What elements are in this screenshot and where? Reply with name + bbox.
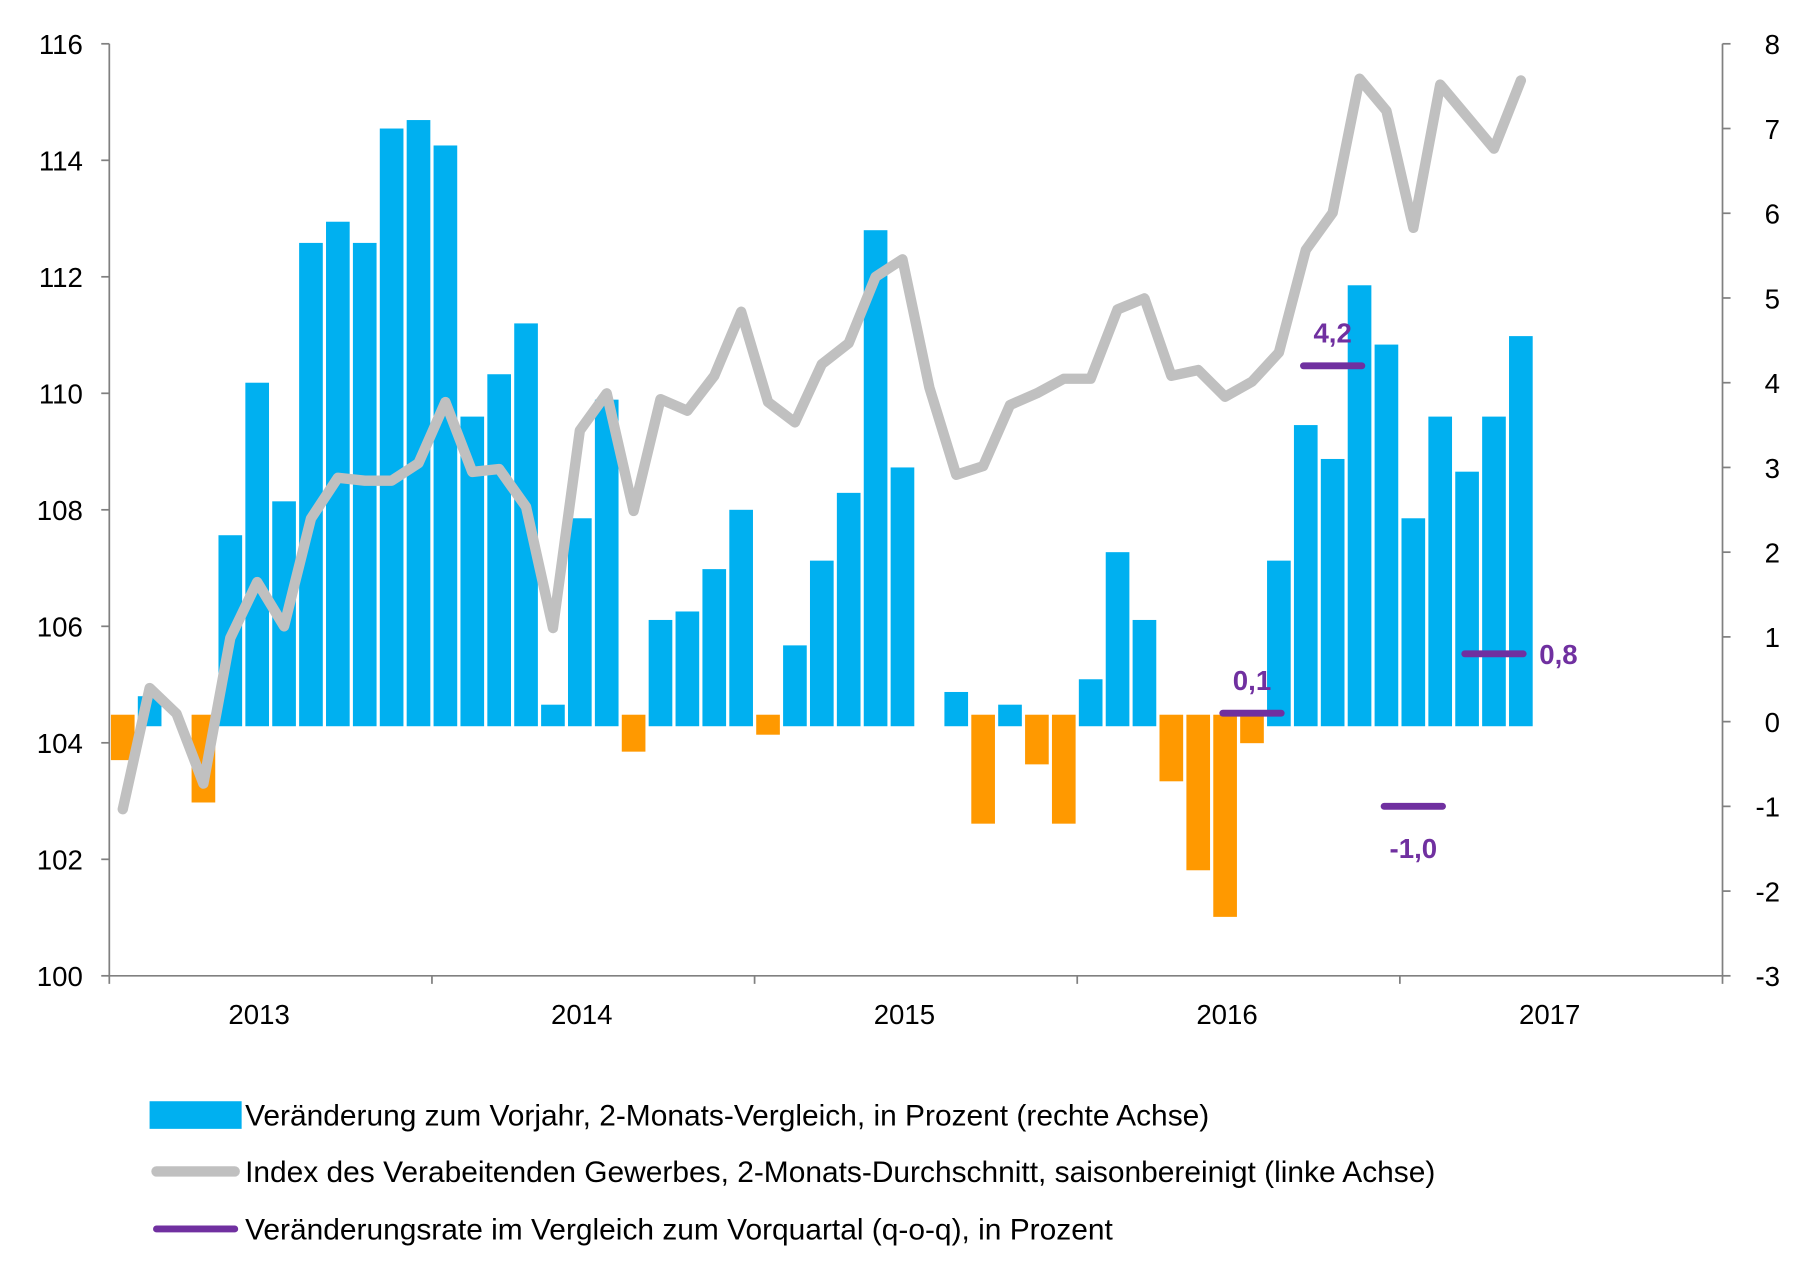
bar: [971, 714, 995, 824]
bar: [1455, 471, 1479, 727]
bar: [1293, 425, 1318, 727]
bar: [1374, 344, 1399, 727]
right-tick-label: 0: [1765, 707, 1780, 738]
left-tick-label: 110: [39, 379, 83, 410]
index-line: [117, 73, 1527, 815]
legend-label-qoq: Veränderungsrate im Vergleich zum Vorqua…: [245, 1213, 1113, 1246]
qoq-label: 4,2: [1313, 318, 1351, 349]
left-tick-label: 100: [37, 961, 83, 992]
right-tick-label: 4: [1765, 368, 1780, 399]
bar: [487, 374, 511, 727]
left-tick-label: 108: [37, 495, 83, 526]
right-tick-label: 5: [1765, 283, 1780, 314]
bar: [729, 509, 753, 727]
qoq-series: 0,1 4,2 -1,0 0,8: [1219, 318, 1578, 864]
x-tick-label: 2014: [551, 999, 612, 1030]
axes: 100 102 104 106 108 110 112 114 116 -3 -2 -1 0 1 2 3 4 5 6…: [37, 29, 1780, 1030]
bar: [1159, 714, 1184, 782]
bar: [433, 145, 458, 727]
bar: [1051, 714, 1076, 824]
bar: [702, 569, 727, 727]
bar: [110, 714, 135, 761]
right-tick-label: 8: [1765, 29, 1780, 60]
bar: [1347, 285, 1372, 727]
bar: [1482, 416, 1506, 727]
right-tick-label: 3: [1765, 453, 1780, 484]
bar: [1401, 518, 1426, 727]
bar-series: [110, 120, 1533, 917]
bar: [1320, 458, 1345, 727]
bar: [675, 611, 700, 727]
qoq-label: 0,1: [1233, 665, 1271, 696]
x-tick-label: 2015: [874, 999, 935, 1030]
index-line-series: [117, 73, 1527, 815]
bar: [245, 382, 270, 727]
bar: [1428, 416, 1453, 727]
bar: [621, 714, 646, 752]
bar: [541, 704, 565, 727]
x-tick-label: 2013: [228, 999, 289, 1030]
left-tick-label: 116: [39, 29, 83, 60]
bar: [594, 399, 619, 727]
bar: [1240, 714, 1264, 744]
bar: [1078, 679, 1103, 727]
qoq-label: 0,8: [1539, 639, 1577, 670]
right-tick-label: 7: [1765, 114, 1780, 145]
right-tick-label: 1: [1765, 622, 1780, 653]
left-tick-label: 102: [37, 845, 83, 876]
left-tick-label: 106: [37, 612, 83, 643]
x-tick-label: 2017: [1519, 999, 1580, 1030]
qoq-label: -1,0: [1390, 833, 1438, 864]
right-tick-label: -2: [1755, 876, 1780, 907]
left-tick-label: 112: [39, 262, 83, 293]
left-tick-label: 104: [37, 728, 83, 759]
bar: [406, 120, 431, 727]
legend-swatch-bar: [149, 1101, 242, 1129]
bar: [809, 560, 834, 727]
bar: [890, 467, 915, 727]
left-tick-label: 114: [39, 146, 83, 177]
bar: [1105, 552, 1130, 727]
legend: Veränderung zum Vorjahr, 2-Monats-Vergle…: [149, 1099, 1435, 1246]
legend-label-bar: Veränderung zum Vorjahr, 2-Monats-Vergle…: [245, 1099, 1209, 1132]
bar: [783, 645, 807, 727]
bar: [756, 714, 780, 735]
bar: [1509, 336, 1533, 727]
bar: [836, 492, 861, 727]
bar: [567, 518, 592, 727]
legend-label-index: Index des Verabeitenden Gewerbes, 2-Mona…: [245, 1156, 1435, 1189]
right-tick-label: 2: [1765, 538, 1780, 569]
bar: [1213, 714, 1237, 917]
bar: [299, 242, 323, 727]
bar: [1186, 714, 1211, 871]
right-tick-label: 6: [1765, 199, 1780, 230]
bar: [1025, 714, 1049, 765]
bar: [1132, 619, 1157, 727]
bar: [863, 230, 888, 727]
bar: [460, 416, 485, 727]
x-tick-label: 2016: [1196, 999, 1257, 1030]
bar: [998, 704, 1022, 727]
right-tick-label: -1: [1755, 792, 1780, 823]
bar: [379, 128, 404, 727]
bar: [648, 619, 673, 727]
bar: [944, 691, 969, 727]
bar: [1267, 560, 1291, 727]
right-tick-label: -3: [1755, 961, 1780, 992]
